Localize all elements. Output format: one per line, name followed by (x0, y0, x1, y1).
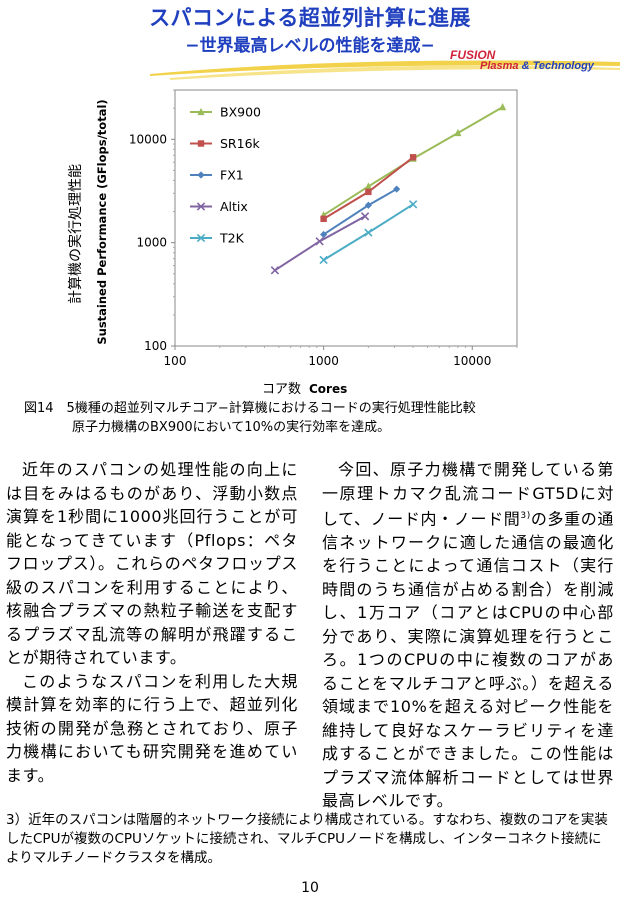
page-title: スパコンによる超並列計算に進展 (149, 6, 471, 30)
data-point-t2k (319, 255, 328, 265)
data-point-altix (270, 266, 280, 275)
paragraph-text: 今回、原子力機構で開発している第一原理トカマク乱流コードGT5Dに対して、ノード… (322, 460, 614, 529)
data-point-sr16k (409, 154, 417, 161)
legend-label-bx900: BX900 (220, 105, 261, 120)
footnote-ref: 3) (520, 511, 531, 521)
fusion-logo: FUSION (450, 48, 496, 62)
data-point-t2k (364, 228, 373, 237)
x-axis-label-english: Cores (309, 382, 347, 396)
legend-marker-bx900 (197, 107, 205, 116)
x-tick-label: 1000 (308, 354, 339, 368)
caption-line-1: 図14 5機種の超並列マルチコア−計算機におけるコードの実行処理性能比較 (24, 401, 476, 416)
legend-marker-fx1 (197, 171, 205, 179)
data-point-bx900 (364, 182, 372, 190)
legend-label-t2k: T2K (219, 231, 245, 246)
page-subtitle: −世界最高レベルの性能を達成− (185, 36, 435, 56)
footnote-text: 3）近年のスパコンは階層的ネットワーク接続により構成されている。すなわち、複数の… (6, 812, 608, 866)
plasma-technology-logo: Plasma & Technology (480, 60, 594, 72)
data-point-fx1 (393, 185, 401, 193)
logo-plasma-text: Plasma (480, 60, 519, 72)
data-point-fx1 (320, 230, 328, 239)
y-tick-label: 10000 (129, 132, 167, 146)
caption-line-2: 原子力機構のBX900において10%の実行効率を達成。 (72, 420, 391, 435)
legend-marker-altix (196, 202, 206, 211)
data-point-sr16k (320, 215, 327, 223)
y-axis-label-english: Sustained Performance (GFlops/total) (95, 99, 109, 344)
data-point-sr16k (365, 188, 372, 196)
paragraph-text: の多重の通信ネットワークに適した通信の最適化を行うことによって通信コスト（実行時… (322, 509, 614, 811)
legend-label-fx1: FX1 (220, 168, 244, 183)
paragraph: 今回、原子力機構で開発している第一原理トカマク乱流コードGT5Dに対して、ノード… (322, 458, 614, 813)
header-swoosh-decoration (150, 60, 620, 80)
y-tick-label: 100 (144, 339, 167, 353)
legend-label-sr16k: SR16k (220, 136, 261, 151)
body-right-column: 今回、原子力機構で開発している第一原理トカマク乱流コードGT5Dに対して、ノード… (322, 458, 614, 813)
x-tick-label: 10000 (453, 354, 491, 368)
data-point-bx900 (498, 102, 507, 111)
body-left-column: 近年のスパコンの処理性能の向上には目をみはるものがあり、浮動小数点演算を1秒間に… (6, 458, 298, 787)
y-tick-label: 1000 (136, 236, 167, 250)
data-point-bx900 (454, 128, 462, 137)
page-number: 10 (301, 880, 319, 896)
performance-chart: 100 1000 10000 100 1000 10000 BX900 SR16k FX1 Al… (68, 89, 518, 397)
data-point-fx1 (364, 201, 372, 209)
x-axis-label-japanese: コア数 (262, 382, 301, 397)
legend-marker-sr16k (197, 140, 205, 147)
data-point-altix (315, 237, 324, 246)
paragraph: このようなスパコンを利用した大規模計算を効率的に行う上で、超並列化技術の開発が急… (6, 671, 298, 785)
y-axis-label-japanese: 計算機の実行処理性能 (68, 164, 84, 304)
legend-marker-t2k (196, 233, 206, 243)
data-point-altix (360, 212, 370, 221)
x-tick-label: 100 (164, 354, 187, 368)
data-point-t2k (408, 200, 418, 209)
logo-technology-text: & Technology (518, 60, 594, 72)
legend-label-altix: Altix (220, 199, 248, 214)
paragraph: 近年のスパコンの処理性能の向上には目をみはるものがあり、浮動小数点演算を1秒間に… (6, 460, 298, 667)
footnote: 3）近年のスパコンは階層的ネットワーク接続により構成されている。すなわち、複数の… (6, 811, 614, 868)
